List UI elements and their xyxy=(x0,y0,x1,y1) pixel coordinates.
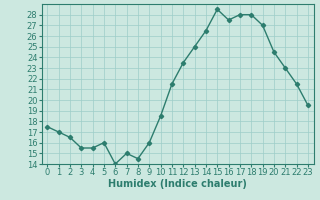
X-axis label: Humidex (Indice chaleur): Humidex (Indice chaleur) xyxy=(108,179,247,189)
